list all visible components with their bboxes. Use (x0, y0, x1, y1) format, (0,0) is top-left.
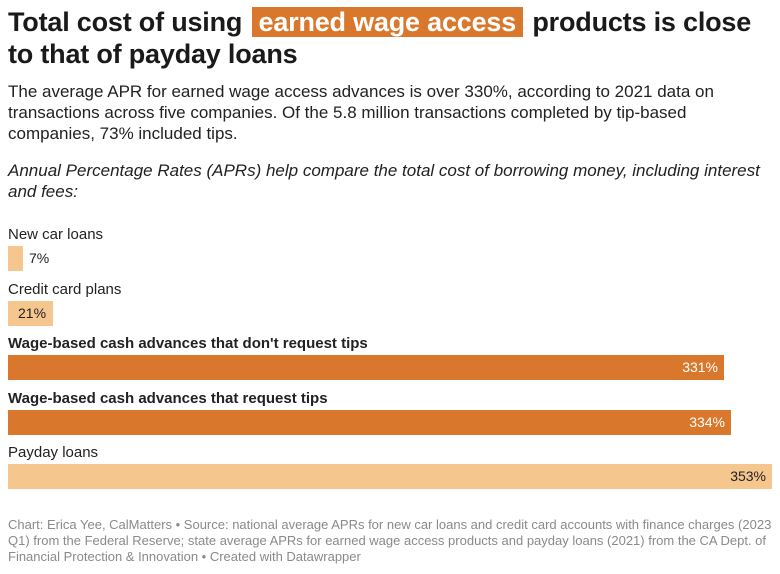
bar-chart: New car loans 7% Credit card plans 21% Wage-… (8, 226, 774, 506)
category-label: New car loans (8, 226, 104, 243)
chart-intro: Annual Percentage Rates (APRs) help comp… (8, 161, 760, 201)
value-label: 331% (682, 359, 718, 375)
chart-title: Total cost of using earned wage access p… (8, 0, 774, 70)
chart-footer: Chart: Erica Yee, CalMatters • Source: n… (8, 517, 772, 564)
bar (8, 464, 772, 489)
category-label: Wage-based cash advances that don't requ… (8, 335, 368, 352)
category-label: Wage-based cash advances that request ti… (8, 390, 328, 407)
title-start: Total cost of using (8, 7, 250, 37)
value-label: 353% (730, 468, 766, 484)
bar (8, 410, 731, 435)
value-label: 334% (689, 414, 725, 430)
title-highlight: earned wage access (251, 7, 524, 37)
value-label: 7% (29, 250, 50, 266)
value-label: 21% (18, 305, 47, 321)
category-label: Payday loans (8, 444, 99, 461)
bar (8, 301, 53, 326)
chart-header: Total cost of using earned wage access p… (8, 0, 774, 202)
bar (8, 246, 23, 271)
title-end: products is close to that of payday loan… (8, 7, 752, 69)
chart-subtitle: The average APR for earned wage access a… (8, 82, 714, 143)
category-label: Credit card plans (8, 281, 122, 298)
bar (8, 355, 724, 380)
